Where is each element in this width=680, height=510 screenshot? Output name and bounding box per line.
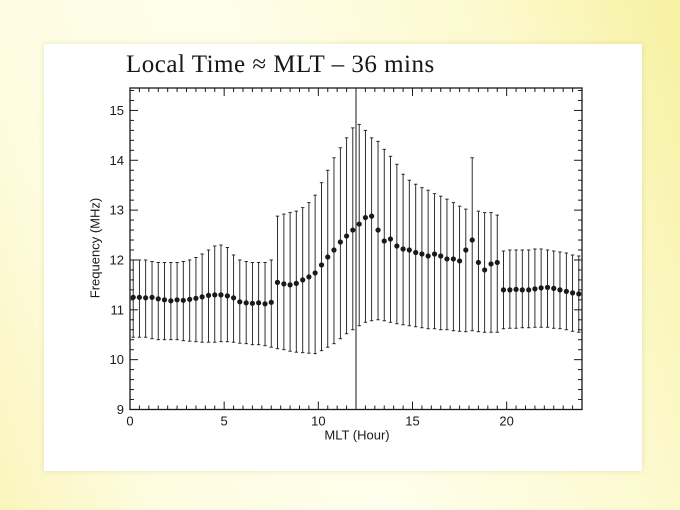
data-point <box>325 254 331 260</box>
x-tick-label: 20 <box>499 414 513 429</box>
data-point <box>249 300 256 306</box>
data-point <box>356 221 362 227</box>
x-tick-label: 15 <box>405 414 419 429</box>
x-tick-label: 0 <box>126 414 133 429</box>
data-point <box>526 287 532 293</box>
chart-title: Local Time ≈ MLT – 36 mins <box>126 51 435 78</box>
data-point <box>475 259 482 266</box>
data-point <box>143 295 149 301</box>
data-point <box>406 247 412 253</box>
data-point <box>500 287 507 293</box>
y-tick-label: 13 <box>110 203 124 218</box>
data-point <box>230 295 237 301</box>
data-point <box>369 213 375 219</box>
data-point <box>237 299 243 305</box>
frequency-mlt-chart: 0 5 10 15 20 9 10 11 12 13 14 15 <box>110 87 583 429</box>
y-tick-label: 15 <box>110 103 124 118</box>
data-point <box>387 236 394 242</box>
data-point <box>312 270 318 276</box>
data-point <box>394 243 400 249</box>
data-point <box>538 285 544 291</box>
data-point <box>444 256 450 262</box>
data-point <box>212 292 218 298</box>
x-tick-label: 10 <box>311 414 325 429</box>
content-panel: Local Time ≈ MLT – 36 mins Frequency (MH… <box>44 44 642 471</box>
data-point <box>413 249 419 256</box>
data-point <box>513 286 519 292</box>
data-point <box>168 298 174 304</box>
data-point <box>256 300 262 306</box>
data-point <box>362 214 369 221</box>
data-point <box>155 296 161 302</box>
data-point <box>400 246 406 252</box>
data-point <box>431 251 438 257</box>
data-point <box>576 291 582 297</box>
data-point <box>557 287 563 293</box>
data-point <box>199 294 205 300</box>
x-tick-label: 5 <box>221 414 228 429</box>
y-tick-label: 9 <box>117 402 124 417</box>
data-point <box>149 294 155 300</box>
data-point <box>381 238 387 244</box>
data-point <box>318 262 325 268</box>
y-tick-label: 11 <box>111 302 125 317</box>
data-point <box>306 274 312 280</box>
data-point <box>193 295 199 301</box>
data-point <box>268 299 274 305</box>
data-point <box>463 247 469 253</box>
data-point <box>544 284 551 290</box>
data-point <box>300 277 306 283</box>
data-point <box>174 297 180 303</box>
data-point <box>519 287 525 293</box>
data-point <box>438 253 444 259</box>
data-point <box>243 300 249 306</box>
data-point <box>224 293 230 299</box>
data-point <box>205 292 212 298</box>
data-point <box>136 294 143 300</box>
data-point <box>187 296 193 302</box>
data-point <box>569 290 576 296</box>
data-point <box>563 288 569 294</box>
data-point <box>287 282 293 288</box>
data-point <box>419 251 425 257</box>
data-point <box>180 297 186 303</box>
data-point <box>456 258 463 264</box>
data-point <box>130 294 136 300</box>
data-point <box>532 286 538 292</box>
data-point <box>218 292 224 298</box>
data-point <box>343 233 350 239</box>
data-point <box>450 256 456 262</box>
data-point <box>161 297 168 303</box>
x-axis-label: MLT (Hour) <box>324 427 390 443</box>
y-tick-label: 14 <box>110 153 124 168</box>
y-tick-label: 10 <box>110 352 124 367</box>
data-point <box>551 285 557 291</box>
data-point <box>274 279 281 285</box>
data-point <box>281 281 287 287</box>
data-point <box>293 280 299 286</box>
data-point <box>262 301 268 307</box>
data-point <box>331 247 337 253</box>
data-point <box>488 261 494 267</box>
data-point <box>507 287 513 293</box>
data-point <box>375 227 381 233</box>
data-point <box>425 253 431 259</box>
data-point <box>469 237 475 243</box>
data-point <box>482 267 488 273</box>
data-point <box>494 259 500 266</box>
data-point <box>337 239 343 245</box>
y-tick-label: 12 <box>110 252 124 267</box>
data-point <box>350 227 356 233</box>
